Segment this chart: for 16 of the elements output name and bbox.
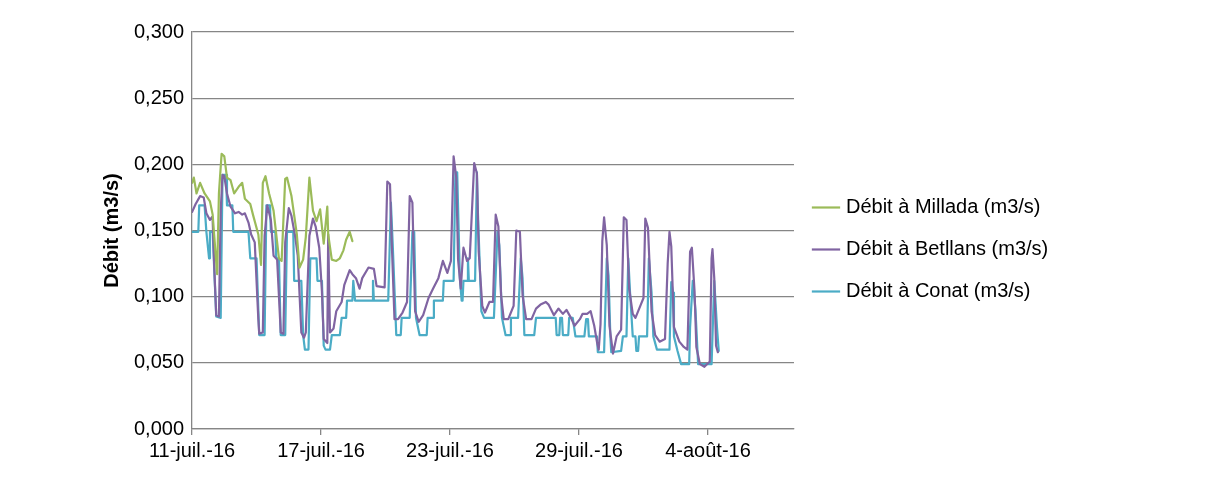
y-tick-label: 0,000 [133, 416, 185, 439]
x-tick-label: 17-juil.-16 [277, 438, 365, 461]
legend-label: Débit à Conat (m3/s) [845, 279, 1031, 302]
y-axis-title: Débit (m3/s) [99, 173, 122, 288]
legend-label: Débit à Millada (m3/s) [845, 195, 1041, 218]
x-tick-label: 11-juil.-16 [148, 438, 236, 461]
y-tick-label: 0,050 [133, 350, 185, 373]
x-tick-label: 23-juil.-16 [406, 438, 494, 461]
x-tick-label: 4-août-16 [665, 438, 751, 461]
y-tick-label: 0,100 [133, 284, 185, 307]
x-tick-label: 29-juil.-16 [535, 438, 623, 461]
y-tick-label: 0,200 [133, 151, 185, 174]
y-tick-label: 0,300 [133, 19, 185, 42]
legend-label: Débit à Betllans (m3/s) [845, 237, 1049, 260]
y-tick-label: 0,150 [133, 218, 185, 241]
y-tick-label: 0,250 [133, 85, 185, 108]
